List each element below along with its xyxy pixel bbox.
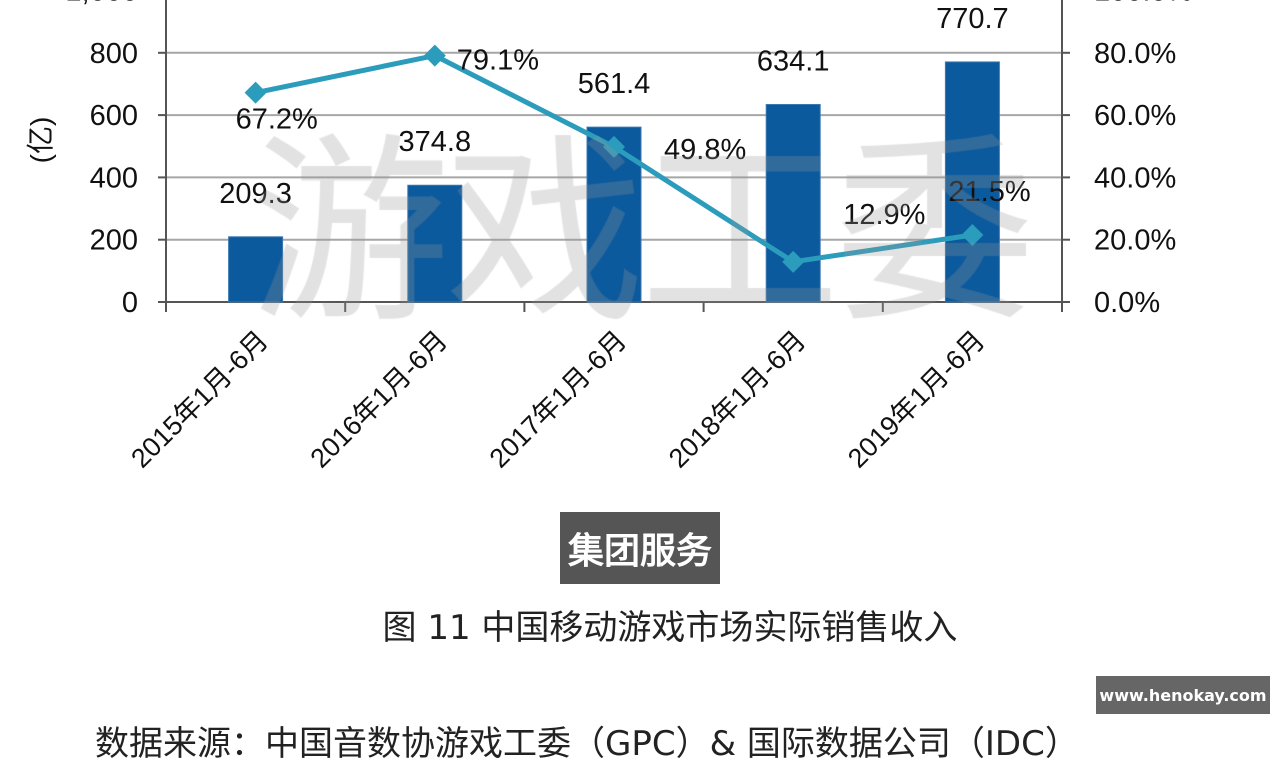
y2-tick-label: 60.0%	[1094, 100, 1176, 132]
chart-title: 图 11 中国移动游戏市场实际销售收入	[382, 608, 958, 648]
bar-label: 770.7	[936, 3, 1009, 35]
y-tick-label: 200	[90, 225, 138, 257]
y2-tick-label: 80.0%	[1094, 38, 1176, 70]
line-label: 12.9%	[843, 199, 925, 231]
x-tick-label: 2015年1月-6月	[125, 325, 274, 474]
x-tick-label: 2018年1月-6月	[663, 325, 812, 474]
y-tick-label: 400	[90, 162, 138, 194]
data-source: 数据来源：中国音数协游戏工委（GPC）& 国际数据公司（IDC）	[95, 724, 1079, 764]
line-label: 49.8%	[664, 134, 746, 166]
bar-label: 374.8	[399, 126, 472, 158]
bar	[407, 184, 463, 303]
y2-tick-label: 100.0%	[1094, 0, 1192, 8]
y-tick-label: 800	[90, 38, 138, 70]
y-tick-label: 1,000	[65, 0, 138, 8]
line-label: 79.1%	[457, 45, 539, 77]
y2-tick-label: 20.0%	[1094, 225, 1176, 257]
x-tick-label: 2019年1月-6月	[842, 325, 991, 474]
bar	[228, 236, 284, 303]
growth-marker	[244, 81, 267, 104]
y-tick-label: 0	[122, 287, 138, 319]
bar-label: 209.3	[219, 178, 292, 210]
y-tick-label: 600	[90, 100, 138, 132]
x-tick-label: 2017年1月-6月	[484, 325, 633, 474]
y2-tick-label: 0.0%	[1094, 287, 1160, 319]
x-tick-label: 2016年1月-6月	[304, 325, 453, 474]
line-label: 67.2%	[236, 104, 318, 136]
y2-tick-label: 40.0%	[1094, 162, 1176, 194]
service-badge: 集团服务	[560, 512, 720, 584]
y-axis-label: (亿)	[25, 117, 56, 164]
line-label: 21.5%	[948, 176, 1030, 208]
site-link[interactable]: www.henokay.com	[1096, 676, 1270, 714]
growth-marker	[423, 44, 446, 67]
bar-label: 634.1	[757, 45, 830, 77]
bar-label: 561.4	[578, 68, 651, 100]
